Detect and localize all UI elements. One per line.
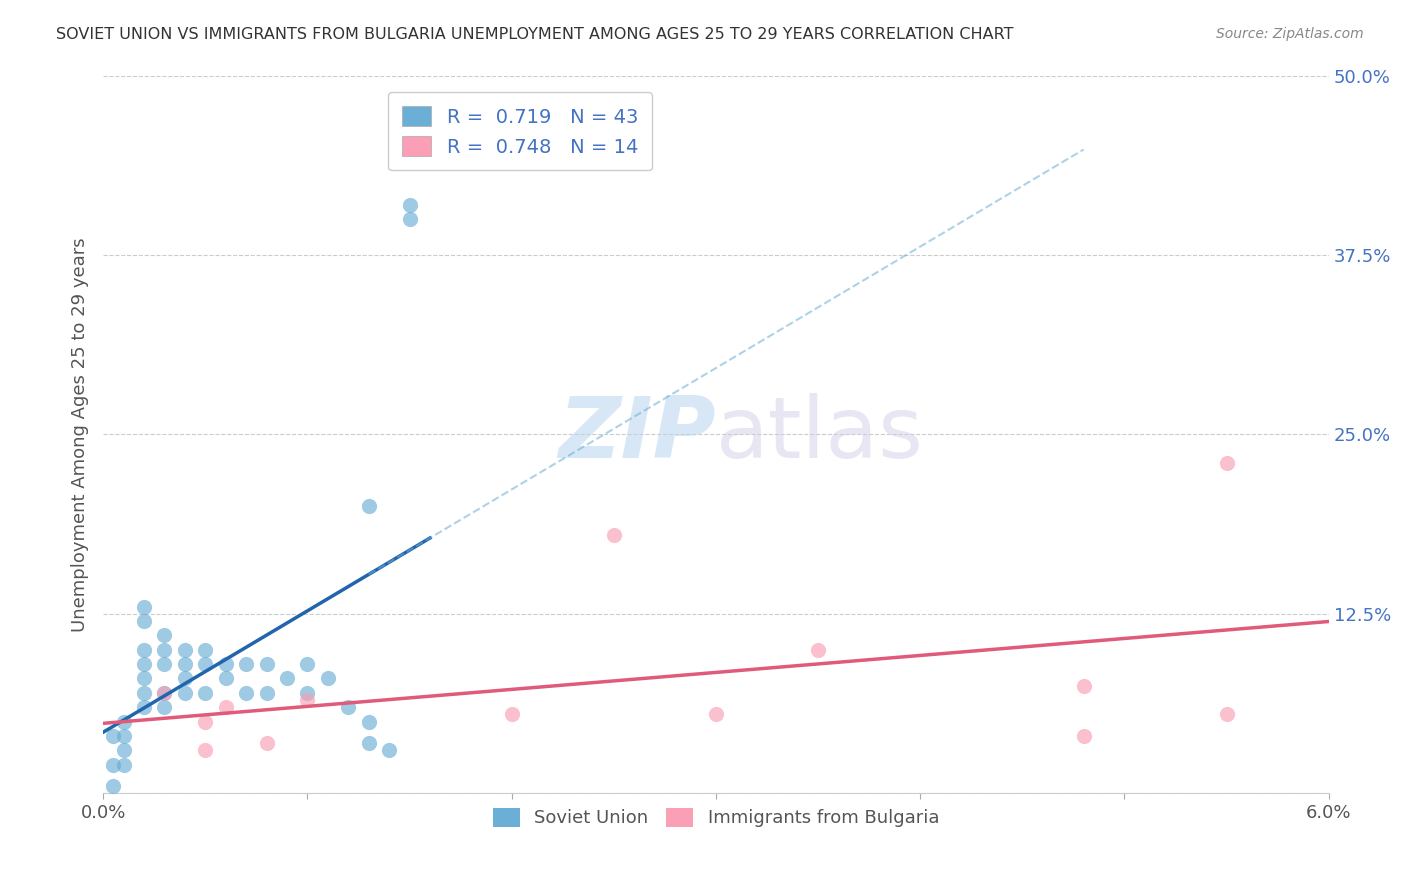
Point [153,700,176,714]
Point [194,743,217,757]
Text: atlas: atlas [716,393,924,476]
Point [357,714,380,729]
Legend: Soviet Union, Immigrants from Bulgaria: Soviet Union, Immigrants from Bulgaria [485,801,946,835]
Point [112,743,135,757]
Point [132,657,155,672]
Point [132,642,155,657]
Point [256,657,278,672]
Point [194,686,217,700]
Point [194,714,217,729]
Point [173,657,195,672]
Point [132,599,155,614]
Point [173,672,195,686]
Point [103,779,125,793]
Point [215,657,238,672]
Point [256,736,278,750]
Point [153,628,176,642]
Point [378,743,401,757]
Text: ZIP: ZIP [558,393,716,476]
Point [297,657,319,672]
Point [112,757,135,772]
Point [103,757,125,772]
Point [1073,679,1095,693]
Point [276,672,298,686]
Point [153,686,176,700]
Point [132,700,155,714]
Point [235,686,257,700]
Point [112,714,135,729]
Point [173,642,195,657]
Point [132,686,155,700]
Point [153,686,176,700]
Point [153,657,176,672]
Point [153,642,176,657]
Point [194,657,217,672]
Point [215,672,238,686]
Point [603,528,626,542]
Text: SOVIET UNION VS IMMIGRANTS FROM BULGARIA UNEMPLOYMENT AMONG AGES 25 TO 29 YEARS : SOVIET UNION VS IMMIGRANTS FROM BULGARIA… [56,27,1014,42]
Point [215,700,238,714]
Point [357,500,380,514]
Point [1215,456,1237,470]
Point [173,686,195,700]
Point [704,707,727,722]
Point [194,642,217,657]
Point [398,212,420,227]
Point [132,614,155,628]
Point [297,686,319,700]
Text: Source: ZipAtlas.com: Source: ZipAtlas.com [1216,27,1364,41]
Point [297,693,319,707]
Point [103,729,125,743]
Point [398,198,420,212]
Point [337,700,360,714]
Point [357,736,380,750]
Point [1073,729,1095,743]
Point [807,642,830,657]
Point [235,657,257,672]
Point [1215,707,1237,722]
Point [256,686,278,700]
Y-axis label: Unemployment Among Ages 25 to 29 years: Unemployment Among Ages 25 to 29 years [72,237,89,632]
Point [132,672,155,686]
Point [112,729,135,743]
Point [501,707,523,722]
Point [316,672,339,686]
